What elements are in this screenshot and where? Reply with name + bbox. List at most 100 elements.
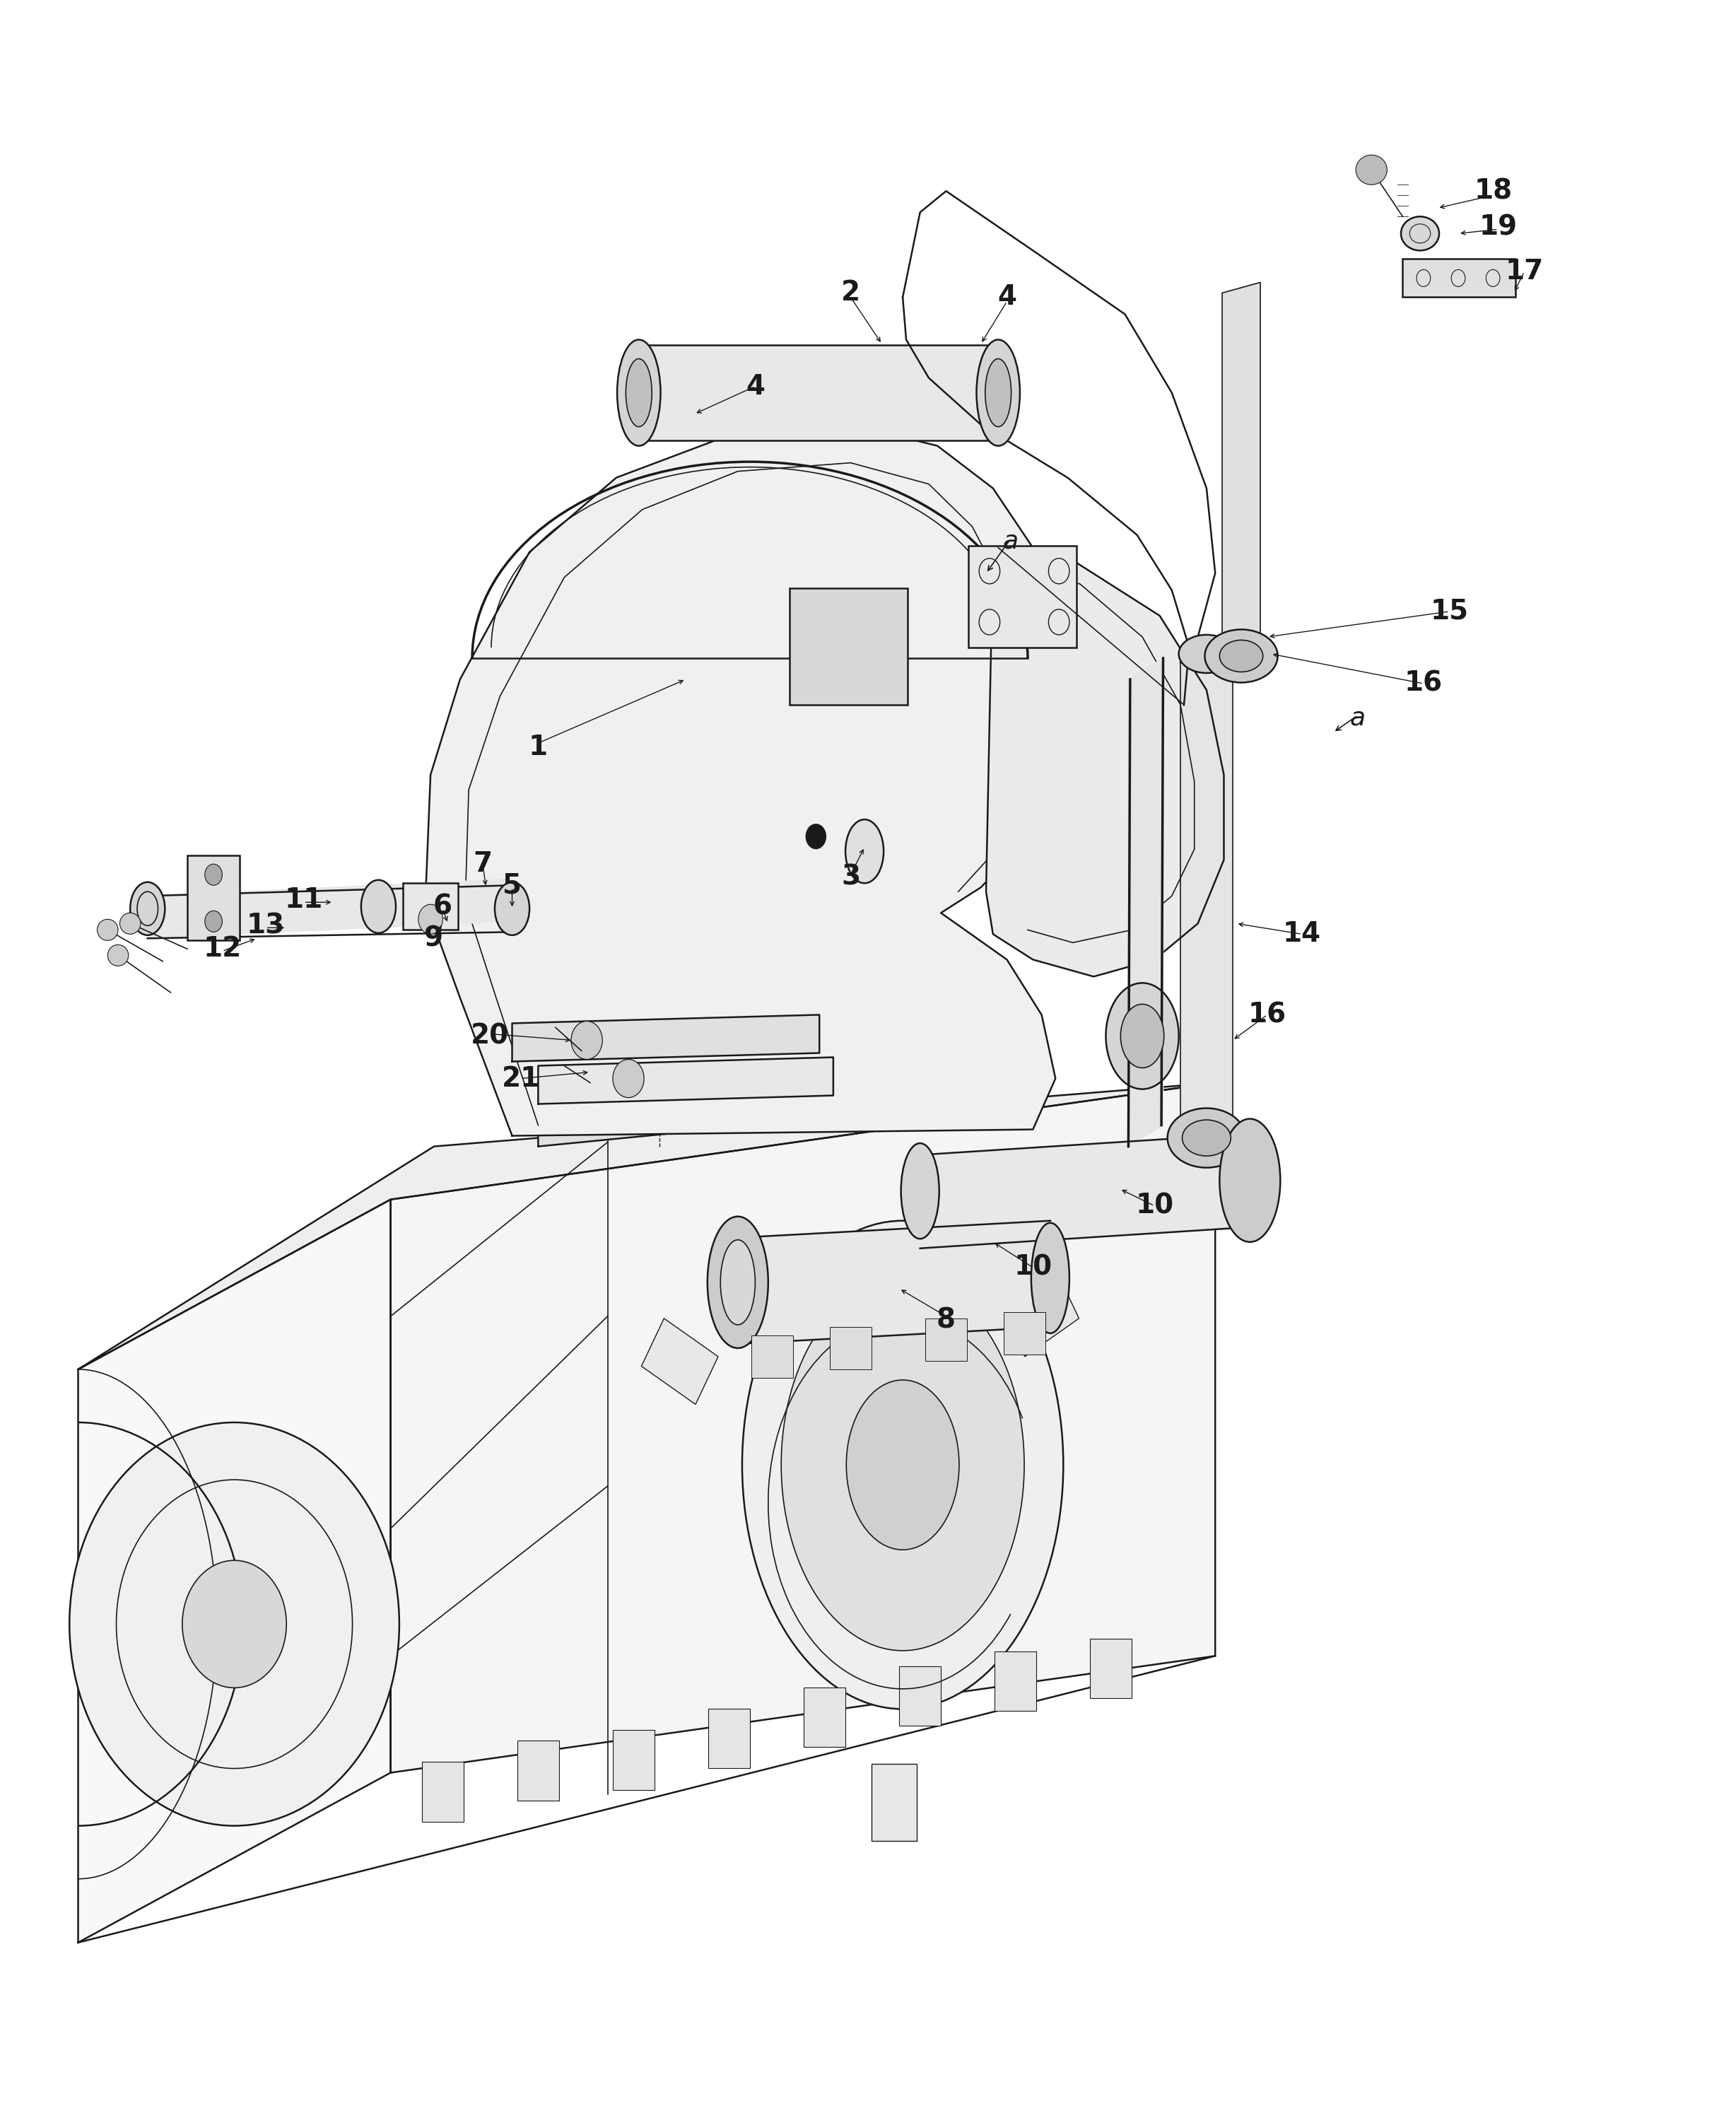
Text: 3: 3 bbox=[840, 864, 861, 890]
Ellipse shape bbox=[847, 1380, 960, 1550]
Bar bbox=[871, 1764, 917, 1841]
Ellipse shape bbox=[781, 1278, 1024, 1652]
Text: 4: 4 bbox=[746, 374, 764, 399]
Bar bbox=[790, 588, 908, 705]
Ellipse shape bbox=[1231, 1134, 1269, 1227]
Bar bbox=[1403, 259, 1516, 297]
Ellipse shape bbox=[719, 1227, 757, 1337]
Ellipse shape bbox=[1219, 641, 1264, 673]
Bar bbox=[804, 1688, 845, 1747]
Text: 13: 13 bbox=[247, 913, 285, 938]
Ellipse shape bbox=[743, 1221, 1064, 1709]
Ellipse shape bbox=[708, 1216, 767, 1348]
Ellipse shape bbox=[108, 945, 128, 966]
Polygon shape bbox=[639, 346, 998, 442]
Bar bbox=[995, 1652, 1036, 1711]
Text: a: a bbox=[1002, 529, 1019, 554]
Bar bbox=[925, 1318, 967, 1361]
Ellipse shape bbox=[1219, 1119, 1281, 1242]
Text: 19: 19 bbox=[1479, 214, 1517, 240]
Text: 6: 6 bbox=[434, 894, 451, 919]
Polygon shape bbox=[920, 1134, 1250, 1248]
Bar bbox=[403, 883, 458, 930]
Bar bbox=[899, 1667, 941, 1726]
Bar bbox=[1002, 1270, 1080, 1357]
Ellipse shape bbox=[720, 1240, 755, 1325]
Bar bbox=[969, 546, 1076, 648]
Text: 21: 21 bbox=[502, 1066, 540, 1091]
Polygon shape bbox=[1222, 282, 1260, 662]
Bar bbox=[422, 1762, 464, 1822]
Text: 12: 12 bbox=[203, 936, 241, 962]
Polygon shape bbox=[78, 1083, 1215, 1369]
Polygon shape bbox=[986, 552, 1224, 977]
Ellipse shape bbox=[1167, 1108, 1246, 1168]
Text: 1: 1 bbox=[528, 735, 549, 760]
Text: 11: 11 bbox=[285, 887, 323, 913]
Polygon shape bbox=[538, 1072, 799, 1146]
Ellipse shape bbox=[627, 359, 653, 427]
Ellipse shape bbox=[1205, 631, 1278, 684]
Ellipse shape bbox=[1356, 155, 1387, 185]
Polygon shape bbox=[78, 1199, 391, 1943]
Text: 15: 15 bbox=[1430, 599, 1469, 624]
Circle shape bbox=[418, 904, 443, 934]
Bar bbox=[613, 1730, 654, 1790]
Bar bbox=[1090, 1639, 1132, 1698]
Polygon shape bbox=[1128, 658, 1163, 1146]
Text: 2: 2 bbox=[840, 280, 861, 306]
Text: 8: 8 bbox=[937, 1308, 955, 1333]
Ellipse shape bbox=[1179, 1119, 1234, 1157]
Ellipse shape bbox=[97, 919, 118, 940]
Text: 20: 20 bbox=[470, 1023, 509, 1049]
Ellipse shape bbox=[1031, 1223, 1069, 1333]
Circle shape bbox=[69, 1422, 399, 1826]
Text: 16: 16 bbox=[1248, 1002, 1286, 1028]
Bar bbox=[1003, 1312, 1045, 1354]
Polygon shape bbox=[1180, 645, 1233, 1146]
Polygon shape bbox=[425, 425, 1073, 1136]
Polygon shape bbox=[538, 1057, 833, 1104]
Polygon shape bbox=[738, 1221, 1050, 1344]
Ellipse shape bbox=[361, 879, 396, 932]
Circle shape bbox=[613, 1059, 644, 1098]
Polygon shape bbox=[391, 1083, 1215, 1773]
Polygon shape bbox=[148, 879, 512, 938]
Ellipse shape bbox=[1401, 217, 1439, 251]
Ellipse shape bbox=[845, 819, 884, 883]
Bar bbox=[752, 1335, 793, 1378]
Bar bbox=[641, 1318, 719, 1405]
Text: 9: 9 bbox=[425, 926, 443, 951]
Circle shape bbox=[806, 824, 826, 849]
Circle shape bbox=[571, 1021, 602, 1059]
Bar bbox=[187, 856, 240, 940]
Text: 5: 5 bbox=[503, 873, 521, 898]
Circle shape bbox=[182, 1560, 286, 1688]
Ellipse shape bbox=[1179, 635, 1234, 673]
Text: 4: 4 bbox=[998, 284, 1016, 310]
Ellipse shape bbox=[984, 359, 1010, 427]
Text: 10: 10 bbox=[1014, 1255, 1052, 1280]
Text: 10: 10 bbox=[1135, 1193, 1174, 1219]
Text: 7: 7 bbox=[472, 851, 493, 877]
Text: 17: 17 bbox=[1505, 259, 1543, 284]
Bar bbox=[708, 1709, 750, 1768]
Text: 16: 16 bbox=[1404, 671, 1443, 696]
Ellipse shape bbox=[618, 340, 660, 446]
Text: a: a bbox=[1349, 705, 1366, 730]
Ellipse shape bbox=[130, 883, 165, 934]
Circle shape bbox=[205, 911, 222, 932]
Circle shape bbox=[205, 864, 222, 885]
Bar bbox=[517, 1741, 559, 1800]
Ellipse shape bbox=[1121, 1004, 1165, 1068]
Ellipse shape bbox=[901, 1142, 939, 1240]
Bar bbox=[830, 1327, 871, 1369]
Text: 18: 18 bbox=[1474, 178, 1512, 204]
Text: 14: 14 bbox=[1283, 921, 1321, 947]
Ellipse shape bbox=[1182, 1121, 1231, 1155]
Polygon shape bbox=[512, 1015, 819, 1062]
Ellipse shape bbox=[120, 913, 141, 934]
Ellipse shape bbox=[1106, 983, 1179, 1089]
Ellipse shape bbox=[976, 340, 1021, 446]
Ellipse shape bbox=[495, 883, 529, 934]
